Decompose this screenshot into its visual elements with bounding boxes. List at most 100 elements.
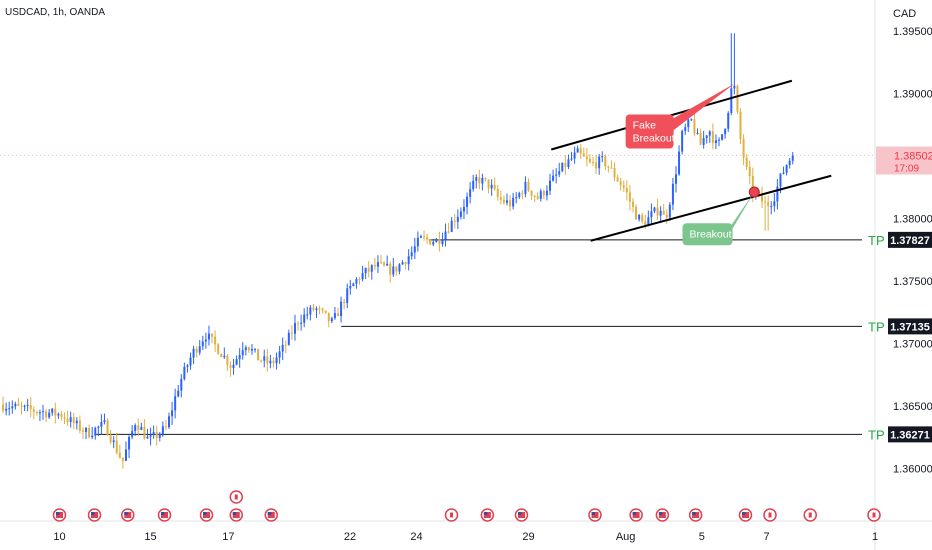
candle-body (693, 119, 696, 134)
candle-body (211, 333, 214, 337)
candle-body (705, 135, 708, 138)
candle-body (742, 139, 745, 158)
us-flag-canton (91, 512, 95, 515)
candle-body (644, 221, 647, 227)
candle-body (582, 153, 585, 157)
candle-body (303, 314, 306, 323)
candle-body (327, 312, 330, 322)
candle-body (45, 411, 48, 418)
candle-body (109, 435, 112, 443)
candle-body (38, 412, 41, 414)
candle-body (321, 308, 324, 311)
candle-body (524, 181, 527, 194)
candle-body (180, 378, 183, 391)
time-axis[interactable]: 10 15 17 22 24 29 Aug 5 7 1 (53, 531, 878, 543)
candles (2, 33, 794, 469)
candle-body (290, 332, 293, 334)
candle-body (309, 307, 312, 315)
price-tick-label: 1.36000 (893, 463, 932, 475)
candle-body (588, 158, 591, 162)
candle-body (604, 156, 607, 167)
candle-body (51, 408, 54, 413)
candle-body (435, 239, 438, 243)
candle-body (456, 216, 459, 222)
time-tick-label: 29 (522, 531, 534, 543)
candle-body (174, 396, 177, 411)
candle-body (17, 403, 20, 406)
candle-body (585, 156, 588, 159)
candle-body (355, 279, 358, 284)
candle-body (419, 236, 422, 238)
candle-body (244, 347, 247, 351)
candle-body (622, 185, 625, 189)
candle-body (207, 333, 210, 340)
candle-body (739, 111, 742, 140)
us-flag-canton (742, 512, 746, 515)
candle-body (336, 313, 339, 317)
candle-body (745, 157, 748, 167)
candle-body (521, 193, 524, 195)
candle-body (441, 239, 444, 244)
candle-body (250, 348, 253, 351)
candle-body (438, 239, 441, 244)
channel-trendline[interactable] (590, 174, 832, 242)
candle-body (223, 355, 226, 358)
candle-body (118, 452, 121, 458)
candle-body (131, 431, 134, 437)
last-price-box (876, 146, 932, 175)
price-tick-label: 1.38000 (893, 213, 932, 225)
candle-body (681, 130, 684, 152)
tp-price-label: 1.37827 (890, 235, 930, 247)
candle-body (610, 167, 613, 169)
price-tick-label: 1.39000 (893, 88, 932, 100)
candle-body (518, 193, 521, 198)
price-axis[interactable]: 1.395001.390001.385001.380001.375001.370… (876, 26, 932, 476)
candle-body (241, 350, 244, 356)
candle-body (502, 199, 505, 203)
candle-body (364, 268, 367, 274)
time-tick-label: 17 (222, 531, 234, 543)
candle-body (607, 166, 610, 168)
candle-body (232, 364, 235, 368)
candle-body (324, 310, 327, 313)
candle-body (542, 191, 545, 196)
candle-body (788, 160, 791, 166)
candle-body (533, 195, 536, 197)
canada-flag-leaf (768, 512, 772, 518)
candle-body (293, 323, 296, 334)
fake-breakout-callout[interactable] (625, 114, 674, 149)
candle-body (656, 207, 659, 216)
candle-body (484, 177, 487, 180)
candle-body (183, 366, 186, 379)
candle-body (266, 356, 269, 364)
candle-body (254, 348, 257, 350)
candle-body (527, 181, 530, 191)
candle-body (733, 85, 736, 89)
event-markers[interactable] (52, 490, 881, 522)
candle-body (690, 119, 693, 121)
us-flag-canton (591, 512, 595, 515)
candle-body (730, 88, 733, 114)
candle-body (100, 421, 103, 427)
breakout-callout[interactable] (682, 223, 733, 246)
candle-body (57, 413, 60, 416)
candle-body (475, 177, 478, 181)
symbol-label: USDCAD, 1h, OANDA (5, 7, 105, 18)
candle-body (220, 354, 223, 358)
candle-body (297, 323, 300, 325)
annotation-pointer (669, 83, 735, 134)
last-price-label: 1.38502 (894, 151, 932, 163)
candle-body (570, 158, 573, 160)
candle-body (558, 171, 561, 175)
candle-body (785, 165, 788, 173)
candle-body (592, 161, 595, 163)
candle-body (146, 436, 149, 439)
us-flag-canton (203, 512, 207, 515)
candle-body (429, 239, 432, 245)
us-flag-canton (483, 512, 488, 515)
candle-body (306, 314, 309, 316)
candle-body (469, 189, 472, 197)
candle-body (708, 131, 711, 136)
